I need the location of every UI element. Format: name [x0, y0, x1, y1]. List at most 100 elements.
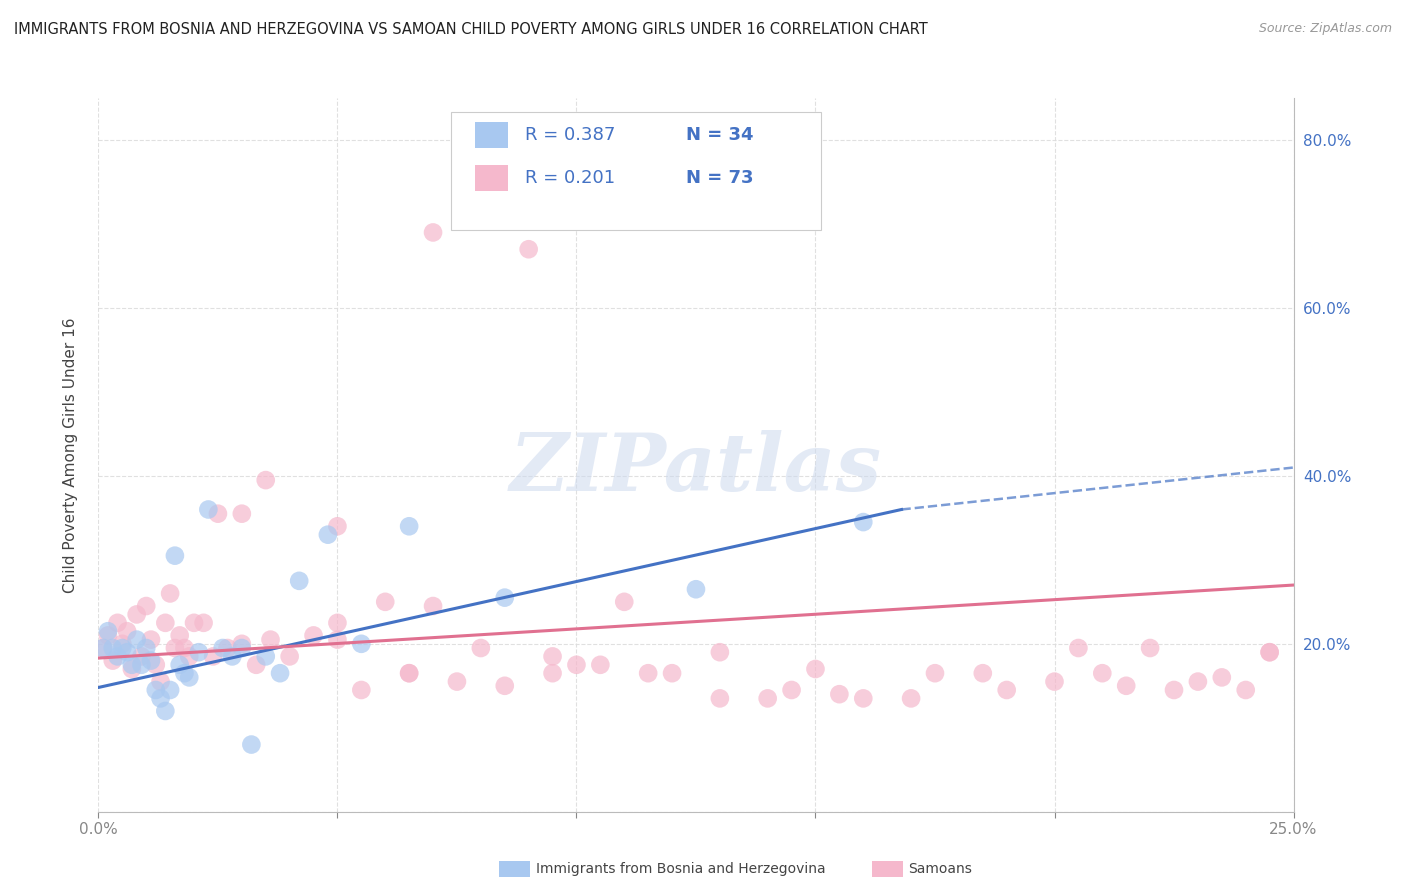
- Point: [924, 666, 946, 681]
- Point: [316, 527, 339, 541]
- Text: ZIPatlas: ZIPatlas: [510, 431, 882, 508]
- Point: [231, 640, 253, 655]
- Point: [91, 640, 114, 655]
- Point: [101, 654, 124, 668]
- Point: [207, 507, 229, 521]
- Point: [374, 595, 396, 609]
- Point: [183, 615, 205, 630]
- Point: [422, 599, 444, 613]
- Point: [179, 670, 201, 684]
- Point: [254, 649, 277, 664]
- Point: [155, 704, 177, 718]
- Point: [852, 691, 875, 706]
- Point: [169, 657, 191, 672]
- Text: Immigrants from Bosnia and Herzegovina: Immigrants from Bosnia and Herzegovina: [536, 862, 825, 876]
- Point: [685, 582, 707, 597]
- Point: [97, 624, 120, 639]
- Text: R = 0.387: R = 0.387: [524, 126, 616, 145]
- Point: [115, 624, 138, 639]
- Point: [398, 666, 420, 681]
- Point: [852, 515, 875, 529]
- Point: [565, 657, 588, 672]
- Point: [1234, 683, 1257, 698]
- Point: [326, 519, 349, 533]
- Y-axis label: Child Poverty Among Girls Under 16: Child Poverty Among Girls Under 16: [63, 318, 77, 592]
- Point: [259, 632, 281, 647]
- Point: [131, 649, 153, 664]
- Text: R = 0.201: R = 0.201: [524, 169, 616, 187]
- Point: [589, 657, 612, 672]
- Point: [211, 640, 233, 655]
- Point: [326, 615, 349, 630]
- Point: [139, 654, 162, 668]
- Point: [494, 591, 516, 605]
- Text: IMMIGRANTS FROM BOSNIA AND HERZEGOVINA VS SAMOAN CHILD POVERTY AMONG GIRLS UNDER: IMMIGRANTS FROM BOSNIA AND HERZEGOVINA V…: [14, 22, 928, 37]
- Point: [131, 657, 153, 672]
- Point: [159, 586, 181, 600]
- Point: [111, 640, 134, 655]
- Text: N = 34: N = 34: [686, 126, 754, 145]
- Point: [398, 666, 420, 681]
- Point: [350, 683, 373, 698]
- Point: [350, 637, 373, 651]
- Point: [541, 666, 564, 681]
- Point: [231, 507, 253, 521]
- Point: [326, 632, 349, 647]
- Point: [470, 640, 492, 655]
- Point: [288, 574, 311, 588]
- Point: [804, 662, 827, 676]
- Point: [231, 637, 253, 651]
- Point: [1067, 640, 1090, 655]
- Point: [1211, 670, 1233, 684]
- Point: [121, 657, 143, 672]
- Point: [254, 473, 277, 487]
- Point: [193, 615, 215, 630]
- Text: N = 73: N = 73: [686, 169, 754, 187]
- Point: [135, 640, 157, 655]
- Point: [115, 645, 138, 659]
- Point: [756, 691, 779, 706]
- Point: [139, 632, 162, 647]
- Point: [828, 687, 851, 701]
- Point: [995, 683, 1018, 698]
- Point: [517, 242, 540, 256]
- Point: [155, 615, 177, 630]
- Point: [541, 649, 564, 664]
- Point: [1091, 666, 1114, 681]
- Point: [422, 226, 444, 240]
- Point: [1187, 674, 1209, 689]
- Point: [149, 691, 172, 706]
- Point: [107, 615, 129, 630]
- Point: [135, 599, 157, 613]
- Point: [1258, 645, 1281, 659]
- Point: [245, 657, 267, 672]
- Point: [269, 666, 291, 681]
- Point: [121, 662, 143, 676]
- Point: [900, 691, 922, 706]
- Point: [125, 632, 148, 647]
- Point: [187, 645, 209, 659]
- Point: [613, 595, 636, 609]
- Point: [125, 607, 148, 622]
- Point: [169, 628, 191, 642]
- Point: [91, 640, 114, 655]
- FancyBboxPatch shape: [451, 112, 821, 230]
- Point: [709, 645, 731, 659]
- Point: [446, 674, 468, 689]
- Point: [972, 666, 994, 681]
- Point: [240, 738, 263, 752]
- Point: [398, 519, 420, 533]
- Point: [1043, 674, 1066, 689]
- Point: [1139, 640, 1161, 655]
- Point: [159, 683, 181, 698]
- Point: [1115, 679, 1137, 693]
- Point: [1163, 683, 1185, 698]
- Point: [780, 683, 803, 698]
- Point: [163, 640, 186, 655]
- Point: [173, 666, 195, 681]
- Point: [149, 674, 172, 689]
- Point: [709, 691, 731, 706]
- Point: [145, 657, 167, 672]
- Text: Samoans: Samoans: [908, 862, 972, 876]
- Point: [101, 640, 124, 655]
